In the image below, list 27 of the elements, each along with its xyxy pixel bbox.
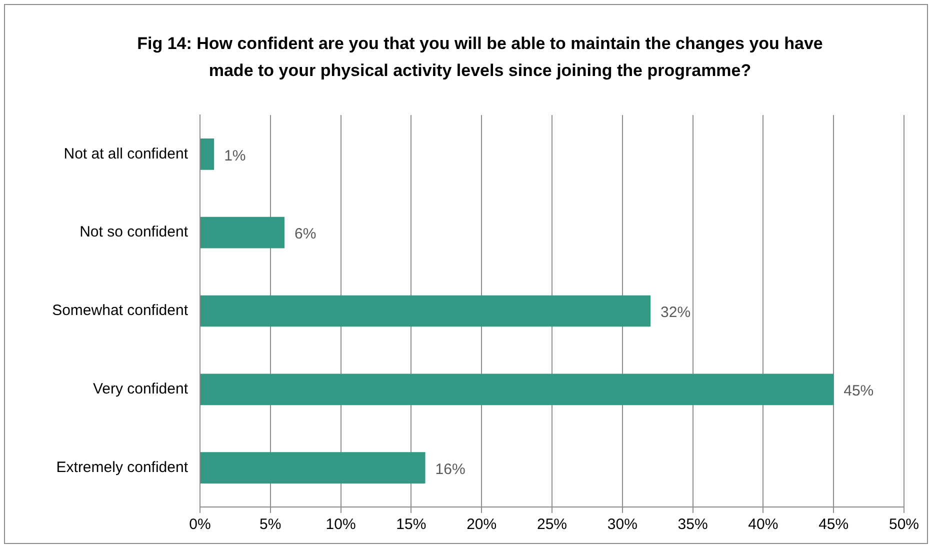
x-tick-label: 5% [260,516,282,534]
y-tick-label: Not at all confident [64,145,189,162]
data-label: 1% [224,147,246,164]
x-tick-label: 10% [326,516,356,534]
x-tick-label: 45% [818,516,849,534]
x-tick-label: 15% [396,516,426,534]
bar [200,138,214,170]
y-tick-label: Not so confident [80,224,189,241]
y-tick-label: Very confident [92,380,189,398]
x-tick-label: 35% [678,516,708,534]
x-tick-label: 40% [748,516,778,534]
chart-title: Fig 14: How confident are you that you will be able to maintain the changes you have made to your physical activity levels since joining the programme? [136,33,824,82]
x-tick-label: 25% [536,516,568,534]
data-label: 16% [435,460,466,478]
data-label: 45% [844,382,874,400]
bar [200,374,834,406]
y-tick-label: Somewhat confident [52,302,189,320]
bar [200,295,651,327]
x-tick-label: 20% [466,516,497,534]
data-label: 32% [660,304,691,322]
bar [200,452,426,484]
x-tick-label: 30% [607,516,638,534]
x-tick-label: 50% [888,516,920,534]
x-tick-label: 0% [189,516,211,534]
y-tick-label: Extremely confident [56,458,189,476]
data-label: 6% [294,226,316,243]
bar [200,216,284,248]
